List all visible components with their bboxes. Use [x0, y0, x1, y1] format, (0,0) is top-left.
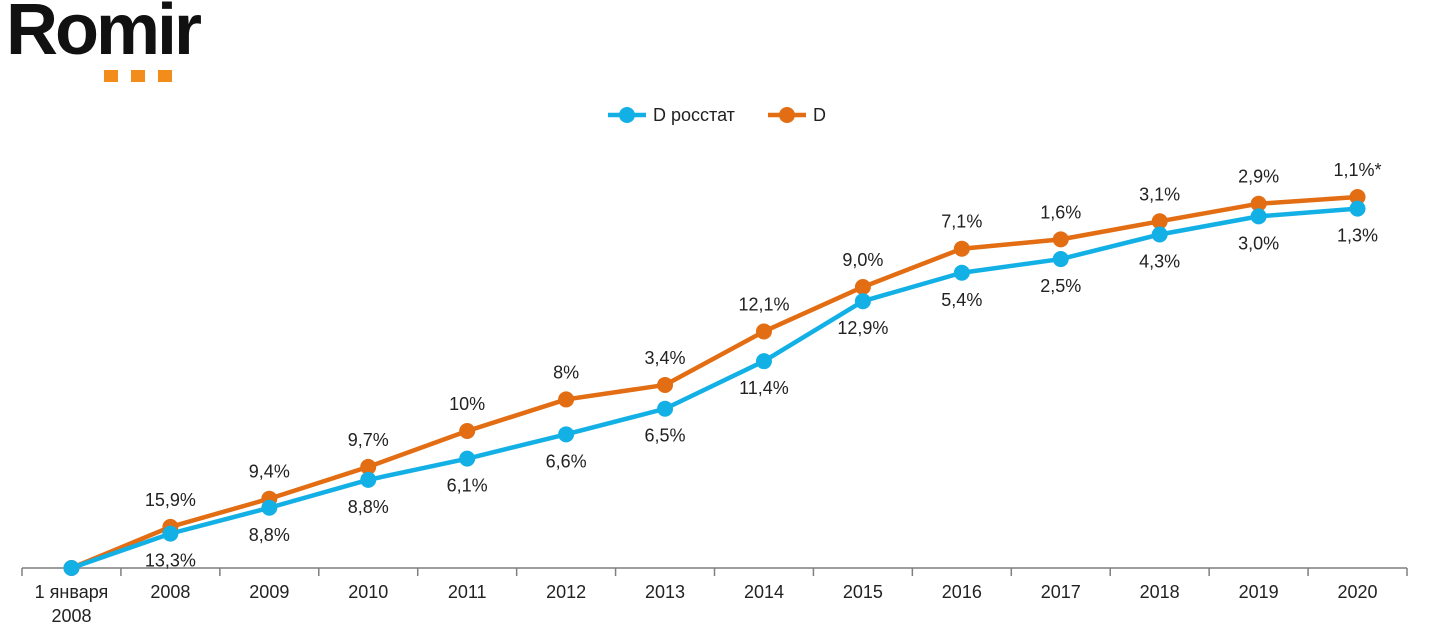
data-point-rosstat	[854, 293, 871, 310]
data-point-d	[360, 458, 377, 475]
data-label-d: 12,1%	[738, 294, 789, 314]
legend-label-d: D	[813, 105, 826, 125]
data-label-d: 9,0%	[842, 250, 883, 270]
x-tick-label: 2018	[1140, 582, 1180, 602]
x-tick-label: 2017	[1041, 582, 1081, 602]
data-label-rosstat: 6,6%	[546, 451, 587, 471]
data-point-rosstat	[953, 264, 970, 281]
x-tick-label: 2011	[448, 582, 487, 602]
x-tick-label: 2009	[249, 582, 289, 602]
data-label-d: 10%	[449, 394, 485, 414]
data-point-rosstat	[162, 525, 179, 542]
data-label-d: 9,4%	[249, 462, 290, 482]
data-label-d: 3,4%	[645, 348, 686, 368]
data-point-d	[755, 323, 772, 340]
data-label-rosstat: 8,8%	[348, 497, 389, 517]
series-line-rosstat	[70, 206, 1358, 571]
data-label-rosstat: 2,5%	[1040, 276, 1081, 296]
data-point-d	[1250, 195, 1267, 212]
data-label-d: 3,1%	[1139, 184, 1180, 204]
x-tick-label: 2014	[744, 582, 784, 602]
x-tick-label: 2010	[348, 582, 388, 602]
data-point-d	[459, 422, 476, 439]
x-tick-label: 2008	[150, 582, 190, 602]
x-tick-label: 1 января	[35, 582, 109, 602]
data-point-rosstat	[657, 400, 674, 417]
data-point-rosstat	[755, 353, 772, 370]
x-tick-label: 2012	[546, 582, 586, 602]
data-label-d: 2,9%	[1238, 167, 1279, 187]
data-point-rosstat	[459, 450, 476, 467]
data-label-rosstat: 4,3%	[1139, 251, 1180, 271]
x-tick-label: 2020	[1338, 582, 1378, 602]
data-label-rosstat: 8,8%	[249, 525, 290, 545]
data-point-rosstat	[1250, 208, 1267, 225]
x-tick-label: 2013	[645, 582, 685, 602]
data-point-d	[558, 391, 575, 408]
data-label-rosstat: 11,4%	[739, 378, 789, 398]
legend-label-rosstat: D росстат	[653, 105, 735, 125]
data-point-d	[1151, 213, 1168, 230]
data-label-d: 7,1%	[941, 212, 982, 232]
legend-marker-rosstat	[619, 107, 635, 123]
data-label-d: 15,9%	[145, 490, 196, 510]
series-line-d	[70, 194, 1358, 571]
data-point-rosstat	[63, 560, 80, 576]
data-label-d: 8%	[553, 362, 579, 382]
data-point-d	[854, 278, 871, 295]
data-point-d	[657, 376, 674, 393]
data-point-rosstat	[1349, 200, 1366, 217]
data-label-rosstat: 6,1%	[447, 476, 488, 496]
data-label-d: 9,7%	[348, 430, 389, 450]
x-tick-label: 2016	[942, 582, 982, 602]
data-point-d	[1052, 231, 1069, 248]
data-label-rosstat: 1,3%	[1337, 226, 1378, 246]
legend-marker-d	[779, 107, 795, 123]
data-point-d	[1349, 189, 1366, 205]
data-label-rosstat: 13,3%	[145, 551, 196, 571]
data-point-rosstat	[360, 471, 377, 488]
data-label-d: 1,6%	[1040, 202, 1081, 222]
data-label-d: 1,1%*	[1334, 160, 1382, 180]
data-label-rosstat: 6,5%	[645, 426, 686, 446]
data-point-rosstat	[1151, 226, 1168, 243]
x-tick-label: 2015	[843, 582, 883, 602]
x-tick-label: 2008	[51, 606, 91, 626]
data-point-rosstat	[558, 426, 575, 443]
data-label-rosstat: 5,4%	[941, 290, 982, 310]
data-label-rosstat: 3,0%	[1238, 233, 1279, 253]
data-point-rosstat	[1052, 251, 1069, 268]
x-tick-label: 2019	[1239, 582, 1279, 602]
data-label-rosstat: 12,9%	[837, 318, 888, 338]
romir-logo: Romir	[6, 0, 202, 66]
logo-dots	[104, 70, 172, 82]
data-point-d	[953, 240, 970, 257]
logo-text: Romir	[6, 0, 202, 70]
data-point-rosstat	[261, 499, 278, 516]
